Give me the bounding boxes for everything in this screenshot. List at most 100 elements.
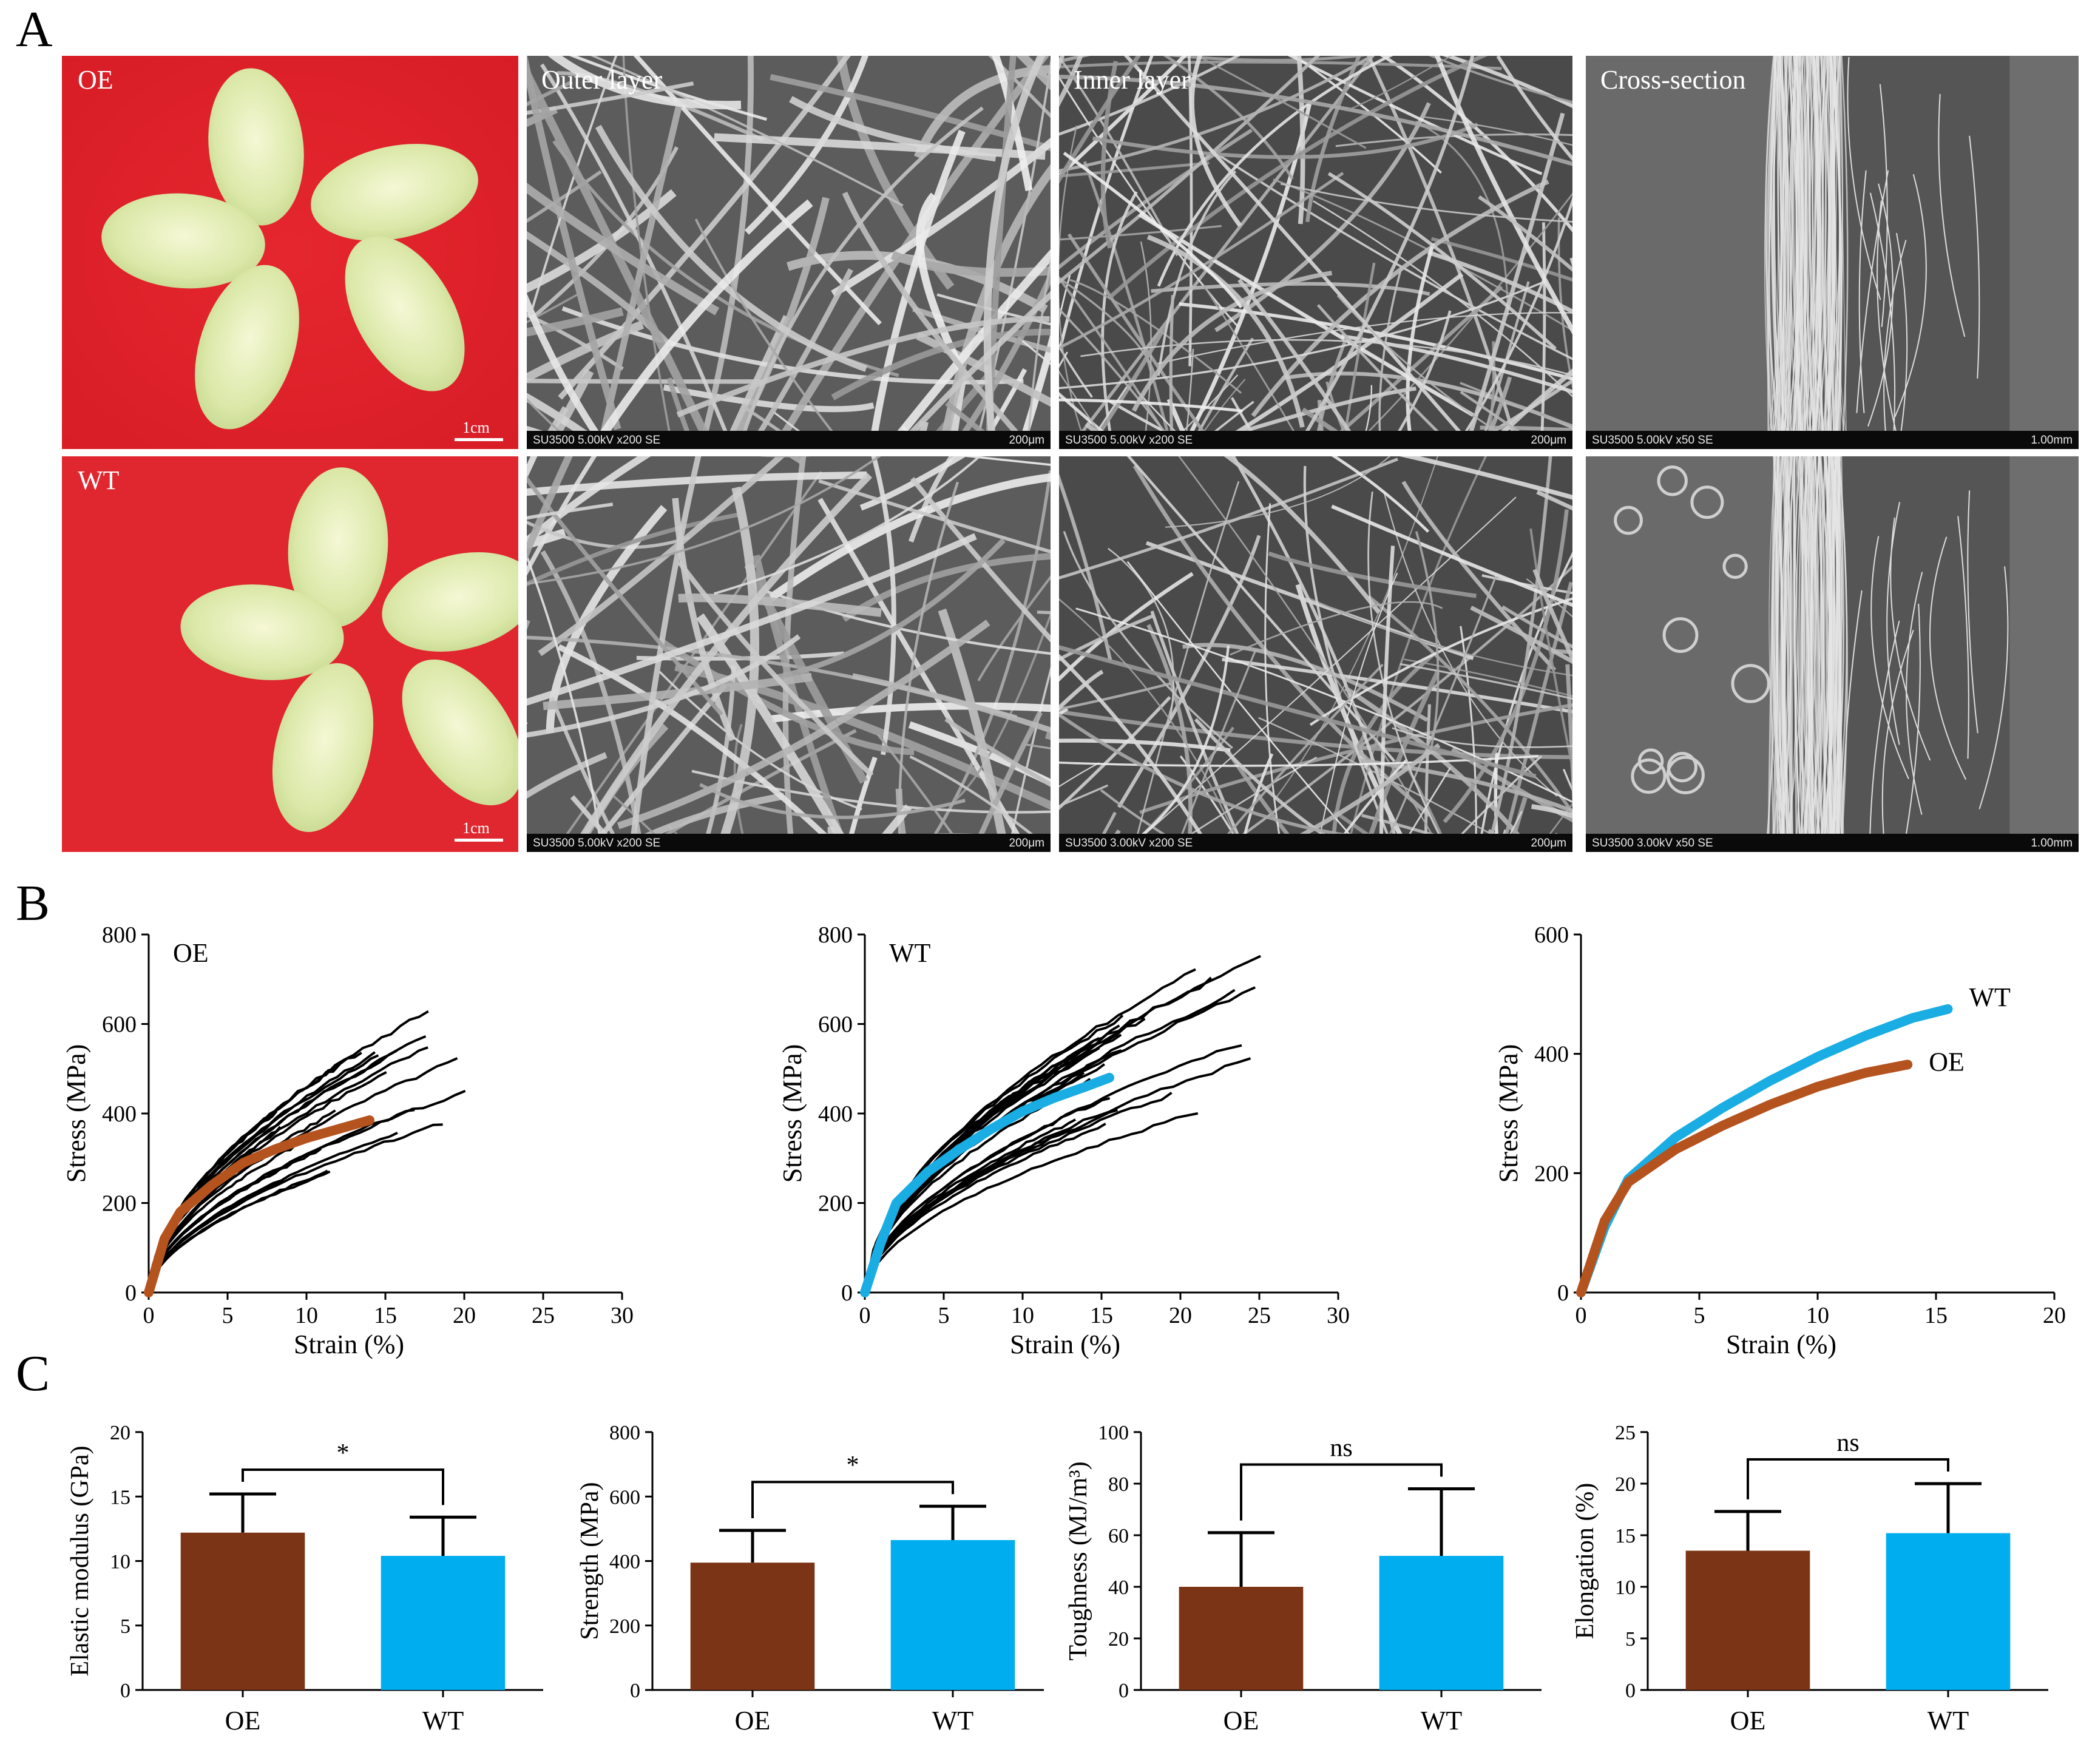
fiber [1815,456,1823,834]
fiber [1793,456,1798,834]
y-tick-label: 5 [120,1615,130,1638]
bar [1379,1556,1504,1690]
fiber [714,456,981,595]
fiber [1801,456,1808,834]
fiber [527,189,677,293]
sem-pit [1722,553,1748,580]
sem-image-oe-cross-section: Cross-section SU3500 5.00kV x50 SE 1.00m… [1586,56,2079,449]
fiber [1812,456,1822,834]
stress-strain-chart-oe: 0 5 10 15 20 25 30 0 200 400 600 800 Strain (%) Stres… [61,922,634,1359]
sem-pit [1631,758,1667,794]
sem-title-outer-layer: Outer layer [541,65,663,95]
sem-pit [1614,505,1643,535]
fiber [527,456,881,585]
y-tick-label: 100 [1098,1422,1129,1444]
x-tick-label: 20 [2043,1303,2066,1328]
panel-letter-c: C [16,1345,50,1402]
fiber [1100,61,1119,249]
fiber [914,65,1051,159]
fiber [1180,101,1312,449]
y-tick-label: 200 [609,1615,640,1638]
fiber [844,756,878,852]
fiber [1059,669,1104,711]
fiber [1782,56,1787,431]
fiber [1059,161,1210,178]
fiber [1059,275,1176,449]
sem-pit [1666,755,1705,794]
fiber [1428,56,1572,104]
fiber [1059,56,1376,173]
fiber [1146,624,1193,852]
fiber [1478,195,1572,272]
fiber [725,197,830,449]
fiber [1265,743,1441,852]
fiber [663,384,875,413]
significance-bracket [1747,1458,1949,1499]
bar-chart-elastic-modulus: 0 5 10 15 20 Elastic modulus (GPa) OE WT * [66,1422,543,1735]
fiber [1059,738,1231,752]
significance-bracket [751,1481,954,1519]
fiber [527,502,614,520]
fiber [1809,56,1818,431]
fiber [527,56,621,430]
photo-scale-bar-oe [455,438,503,441]
y-tick-label: 200 [1534,1161,1569,1186]
y-tick-label: 400 [818,1101,853,1127]
fiber [1341,262,1376,449]
fiber [1329,759,1408,852]
fiber [538,456,786,657]
fiber [983,56,1046,449]
fiber [960,456,1051,466]
fiber [817,498,1031,852]
fiber [892,291,1051,449]
sem-pit [1690,485,1724,519]
fiber [527,512,739,587]
fiber [1123,726,1234,852]
fiber [1163,374,1239,449]
cocoon-photo-wt: WT 1cm [62,456,518,852]
fiber [547,56,742,110]
fiber [1059,277,1157,379]
photo-scale-text-oe: 1cm [462,419,490,436]
y-tick-label: 800 [102,922,137,948]
fiber [1361,759,1572,813]
x-tick-label: WT [1421,1706,1463,1735]
fiber [700,665,736,852]
y-tick-label: 600 [102,1012,137,1038]
sem-region [2009,456,2079,834]
y-axis-label: Stress (MPa) [1494,1044,1523,1183]
x-tick-label: 0 [1575,1303,1587,1328]
fiber [527,456,651,546]
fiber [1788,56,1799,431]
fiber [831,328,1051,400]
y-tick-label: 20 [1615,1473,1636,1496]
fiber [1839,56,1847,431]
fiber [1802,56,1813,431]
fiber [1059,75,1239,328]
fiber [527,634,801,738]
fiber [1169,295,1174,449]
sem-image-oe-inner: Inner layer SU3500 5.00kV x200 SE 200μm [1059,56,1572,449]
fiber [1535,803,1572,852]
fiber [1287,56,1543,175]
fiber [1813,56,1822,431]
fiber [1360,385,1373,449]
y-tick-label: 400 [1534,1042,1569,1067]
sem-title-cross-section: Cross-section [1600,65,1746,95]
sample-curve [147,1170,331,1293]
loose-fiber [1903,603,1921,847]
sample-curve [147,1057,458,1293]
x-tick-label: 5 [222,1303,234,1328]
x-tick-label: 30 [1327,1303,1350,1328]
fiber [1059,473,1112,661]
y-tick-label: 0 [1625,1680,1636,1702]
fiber [1813,56,1821,431]
fiber [1068,279,1242,394]
y-tick-label: 800 [609,1422,640,1444]
bar [1179,1587,1304,1690]
fiber [1463,112,1565,449]
fiber [557,71,764,142]
loose-fiber [1869,192,1896,436]
bar [1886,1533,2011,1690]
fiber [770,56,1050,449]
